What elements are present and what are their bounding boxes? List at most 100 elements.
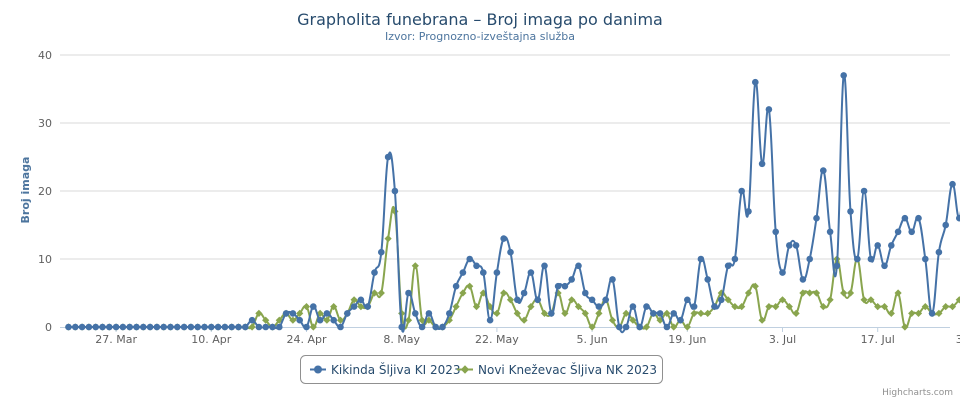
data-point[interactable] — [371, 269, 378, 276]
data-point[interactable] — [948, 303, 957, 311]
data-point[interactable] — [228, 323, 235, 331]
data-point[interactable] — [330, 316, 338, 324]
data-point[interactable] — [296, 316, 304, 324]
data-point[interactable] — [888, 242, 895, 249]
legend-item-novi-knezevac[interactable]: Novi Kneževac Šljiva NK 2023 — [457, 362, 657, 377]
data-point[interactable] — [758, 316, 766, 324]
data-point[interactable] — [514, 296, 521, 304]
data-point[interactable] — [908, 309, 916, 317]
data-point[interactable] — [609, 276, 616, 283]
data-point[interactable] — [867, 255, 875, 263]
data-point[interactable] — [608, 316, 617, 324]
data-point[interactable] — [330, 303, 338, 311]
data-point[interactable] — [670, 323, 678, 331]
data-point[interactable] — [643, 303, 650, 310]
data-point[interactable] — [500, 289, 508, 297]
data-point[interactable] — [718, 296, 725, 304]
data-point[interactable] — [602, 296, 609, 304]
data-point[interactable] — [887, 309, 895, 317]
data-point[interactable] — [765, 106, 773, 113]
data-point[interactable] — [738, 303, 746, 311]
data-point[interactable] — [500, 235, 508, 242]
data-point[interactable] — [785, 303, 793, 311]
data-point[interactable] — [194, 323, 201, 331]
data-point[interactable] — [656, 316, 664, 324]
data-point[interactable] — [418, 323, 426, 331]
data-point[interactable] — [208, 323, 215, 331]
data-point[interactable] — [520, 316, 528, 324]
data-point[interactable] — [704, 309, 712, 317]
data-point[interactable] — [642, 323, 651, 331]
data-point[interactable] — [391, 187, 399, 195]
data-point[interactable] — [711, 303, 718, 310]
data-point[interactable] — [786, 242, 793, 249]
data-point[interactable] — [411, 262, 419, 270]
data-point[interactable] — [269, 323, 276, 331]
data-point[interactable] — [180, 323, 188, 331]
data-point[interactable] — [303, 323, 310, 331]
data-point[interactable] — [398, 309, 406, 317]
data-point[interactable] — [622, 323, 630, 331]
data-point[interactable] — [262, 323, 270, 331]
data-point[interactable] — [874, 303, 882, 311]
data-point[interactable] — [425, 310, 433, 317]
data-point[interactable] — [636, 323, 643, 331]
data-point[interactable] — [731, 303, 739, 311]
data-point[interactable] — [432, 323, 440, 331]
data-point[interactable] — [221, 323, 229, 331]
data-point[interactable] — [935, 248, 943, 256]
data-point[interactable] — [677, 316, 684, 324]
data-point[interactable] — [690, 303, 698, 310]
data-point[interactable] — [684, 296, 691, 304]
data-point[interactable] — [214, 323, 222, 331]
data-point[interactable] — [466, 255, 474, 263]
data-point[interactable] — [452, 303, 460, 311]
data-point[interactable] — [894, 228, 902, 236]
data-point[interactable] — [731, 255, 739, 263]
data-point[interactable] — [826, 296, 834, 304]
data-point[interactable] — [792, 309, 800, 317]
data-point[interactable] — [826, 228, 834, 236]
data-point[interactable] — [350, 303, 358, 310]
data-point[interactable] — [480, 269, 487, 276]
data-point[interactable] — [72, 323, 79, 331]
data-point[interactable] — [812, 289, 821, 297]
data-point[interactable] — [187, 323, 195, 331]
data-point[interactable] — [255, 309, 263, 317]
data-point[interactable] — [595, 303, 603, 310]
legend-item-kikinda[interactable]: Kikinda Šljiva KI 2023 — [310, 362, 461, 377]
data-point[interactable] — [248, 316, 256, 324]
data-point[interactable] — [316, 309, 324, 317]
data-point[interactable] — [527, 303, 535, 311]
data-point[interactable] — [847, 208, 854, 215]
data-point[interactable] — [772, 303, 780, 311]
data-point[interactable] — [153, 323, 161, 331]
data-point[interactable] — [133, 323, 140, 331]
data-point[interactable] — [683, 323, 691, 331]
data-point[interactable] — [758, 160, 766, 168]
data-point[interactable] — [806, 255, 813, 263]
data-point[interactable] — [765, 303, 773, 311]
data-point[interactable] — [921, 303, 929, 311]
data-point[interactable] — [616, 323, 623, 331]
data-point[interactable] — [78, 323, 86, 331]
data-point[interactable] — [717, 289, 725, 297]
data-point[interactable] — [745, 208, 752, 215]
data-point[interactable] — [738, 187, 745, 195]
data-point[interactable] — [507, 248, 514, 256]
data-point[interactable] — [126, 323, 133, 331]
data-point[interactable] — [860, 187, 868, 195]
data-point[interactable] — [289, 310, 297, 317]
data-point[interactable] — [357, 296, 365, 304]
data-point[interactable] — [350, 296, 358, 304]
data-point[interactable] — [568, 296, 576, 304]
data-point[interactable] — [493, 269, 501, 276]
data-point[interactable] — [772, 228, 779, 236]
data-point[interactable] — [242, 323, 249, 331]
data-point[interactable] — [854, 255, 861, 263]
data-point[interactable] — [472, 303, 481, 311]
data-point[interactable] — [174, 323, 181, 331]
data-point[interactable] — [582, 289, 589, 297]
data-point[interactable] — [412, 310, 419, 317]
data-point[interactable] — [276, 323, 283, 331]
